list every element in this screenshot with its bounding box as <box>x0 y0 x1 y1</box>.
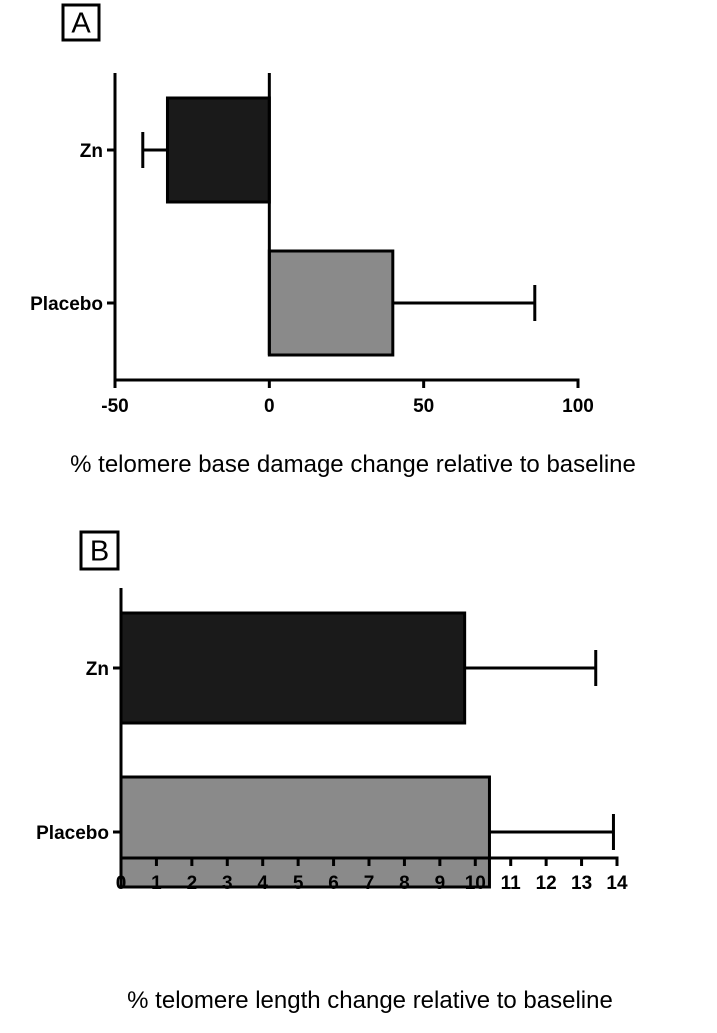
panel-label-box <box>79 530 120 571</box>
bar-placebo <box>267 249 395 357</box>
x-tick-label: 2 <box>187 873 198 894</box>
x-tick-label: -50 <box>101 396 128 417</box>
category-label-zn: Zn <box>86 659 109 680</box>
x-tick-label: 3 <box>222 873 233 894</box>
x-tick-label: 6 <box>328 873 339 894</box>
x-tick-label: 0 <box>116 873 127 894</box>
category-label-placebo: Placebo <box>30 294 103 315</box>
x-tick-label: 4 <box>257 873 268 894</box>
x-tick-label: 7 <box>364 873 375 894</box>
panel-label: A <box>71 8 91 40</box>
chart-panel-a: A Zn Placebo -50 0 50 100 % telomere base damag… <box>30 3 636 478</box>
x-tick-label: 11 <box>501 873 522 894</box>
x-tick-label: 0 <box>264 396 275 417</box>
x-tick-label: 14 <box>606 873 628 894</box>
x-tick-label: 12 <box>536 873 557 894</box>
category-label-placebo: Placebo <box>36 823 109 844</box>
x-tick-label: 5 <box>293 873 304 894</box>
x-tick-label: 100 <box>562 396 594 417</box>
category-label-zn: Zn <box>80 141 103 162</box>
x-tick-label: 8 <box>399 873 410 894</box>
bar-placebo <box>119 775 491 889</box>
panel-label-box <box>61 3 101 42</box>
panel-label: B <box>90 536 109 568</box>
x-axis-title: % telomere base damage change relative t… <box>70 451 636 478</box>
x-axis-title: % telomere length change relative to bas… <box>127 987 613 1014</box>
bar-zn <box>165 96 271 204</box>
x-tick-label: 13 <box>571 873 592 894</box>
x-tick-label: 10 <box>465 873 486 894</box>
x-tick-label: 9 <box>435 873 446 894</box>
x-tick-label: 50 <box>413 396 434 417</box>
x-tick-label: 1 <box>151 873 162 894</box>
bar-zn <box>119 611 467 725</box>
